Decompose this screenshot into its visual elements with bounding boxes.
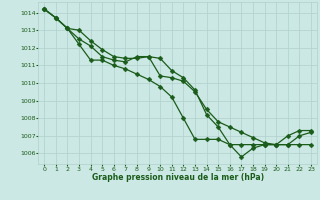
X-axis label: Graphe pression niveau de la mer (hPa): Graphe pression niveau de la mer (hPa) — [92, 173, 264, 182]
